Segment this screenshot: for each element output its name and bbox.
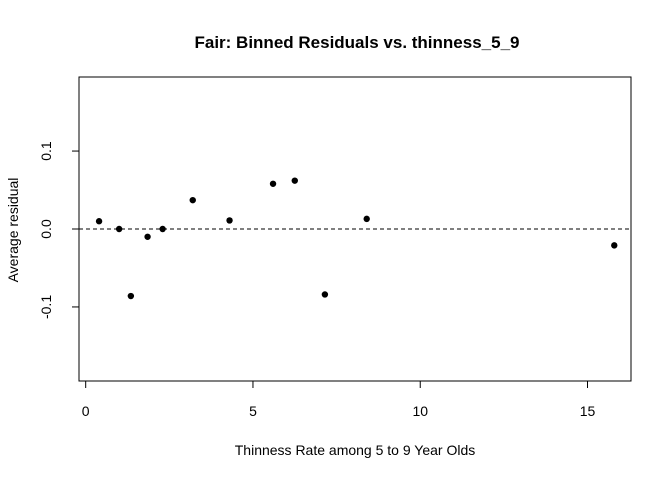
x-tick-label: 5 — [249, 403, 257, 419]
y-tick-label: -0.1 — [38, 295, 54, 319]
x-axis-label: Thinness Rate among 5 to 9 Year Olds — [235, 442, 475, 458]
data-points — [95, 177, 618, 300]
y-tick-label: 0.0 — [38, 219, 54, 239]
data-point — [269, 180, 277, 187]
data-point — [115, 225, 123, 233]
y-axis: -0.1 0.0 0.1 — [38, 141, 80, 319]
y-tick-label: 0.1 — [38, 141, 54, 161]
x-tick-label: 15 — [580, 403, 596, 419]
data-point — [226, 217, 233, 224]
chart-title: Fair: Binned Residuals vs. thinness_5_9 — [194, 33, 519, 52]
data-point — [189, 196, 196, 204]
x-tick-label: 0 — [82, 403, 90, 419]
data-point — [321, 291, 329, 298]
x-tick-label: 10 — [412, 403, 428, 419]
data-point — [159, 225, 166, 233]
data-point — [95, 218, 103, 225]
data-point — [611, 242, 618, 249]
y-axis-label: Average residual — [5, 178, 21, 283]
data-point — [363, 215, 370, 223]
x-axis: 0 5 10 15 — [82, 380, 596, 419]
data-point — [127, 292, 135, 300]
data-point — [144, 233, 151, 240]
data-point — [291, 177, 298, 184]
